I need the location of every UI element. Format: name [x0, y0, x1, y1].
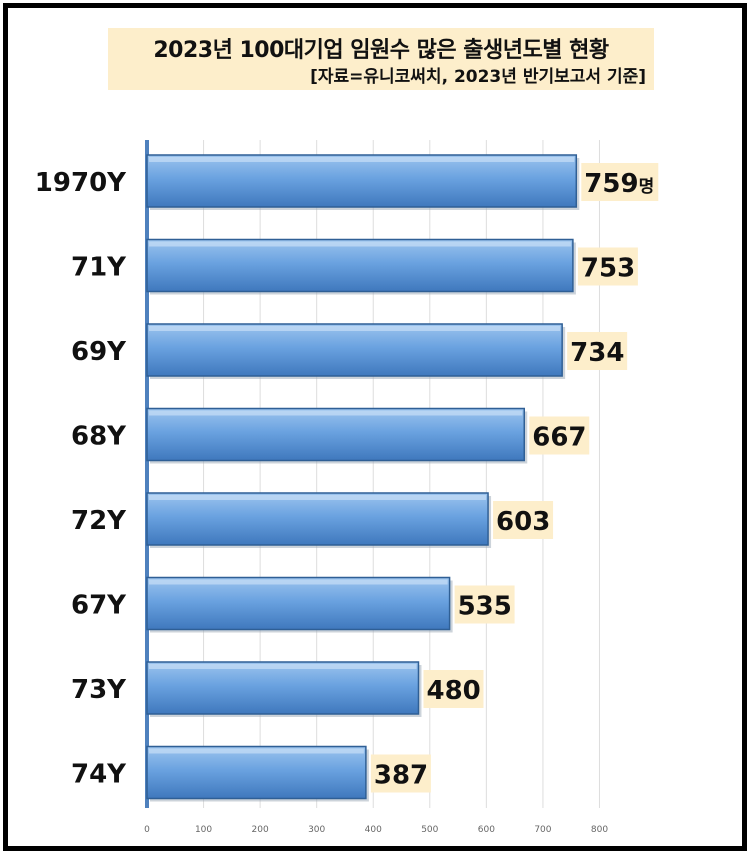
value-label-bg: [581, 163, 659, 201]
bar: [146, 323, 563, 377]
x-tick-label: 600: [478, 825, 495, 835]
chart-title: 2023년 100대기업 임원수 많은 출생년도별 현황: [153, 38, 609, 63]
category-label: 1970Y: [35, 168, 127, 198]
value-label-bg: [423, 670, 484, 708]
x-tick-label: 800: [591, 825, 608, 835]
value-label: 387: [374, 761, 428, 791]
bar: [146, 745, 367, 800]
bar-highlight: [149, 664, 417, 669]
bar-highlight: [149, 241, 571, 247]
bar: [146, 154, 578, 208]
bar-highlight: [149, 326, 561, 331]
x-tick-label: 400: [365, 825, 382, 835]
value-label: 667: [532, 423, 586, 453]
x-tick-label: 0: [144, 825, 150, 835]
bar-highlight: [149, 157, 575, 162]
category-label: 74Y: [71, 760, 127, 790]
category-label: 73Y: [71, 675, 127, 705]
value-label: 734: [570, 338, 624, 368]
bar-highlight: [149, 410, 523, 416]
category-label: 69Y: [71, 337, 127, 367]
bar: [146, 661, 420, 715]
bar-highlight: [149, 579, 448, 585]
x-tick-label: 200: [252, 825, 269, 835]
bar-highlight: [149, 748, 364, 754]
x-tick-label: 700: [534, 825, 551, 835]
bar: [146, 407, 526, 462]
value-unit: 명: [639, 177, 655, 197]
x-tick-label: 500: [421, 825, 438, 835]
category-label: 71Y: [71, 253, 127, 283]
category-label: 72Y: [71, 506, 127, 536]
value-label-bg: [370, 754, 431, 793]
chart-subtitle: [자료=유니코써치, 2023년 반기보고서 기준]: [310, 67, 646, 87]
chart-title-box: 2023년 100대기업 임원수 많은 출생년도별 현황 [자료=유니코써치, …: [108, 28, 654, 90]
value-label-bg: [493, 501, 554, 539]
value-label: 480: [426, 676, 480, 706]
bars: [146, 154, 580, 802]
value-label-bg: [577, 247, 638, 286]
value-label-bg: [454, 585, 515, 624]
value-label: 753: [581, 254, 635, 284]
value-label-bg: [567, 332, 628, 370]
bar-highlight: [149, 495, 487, 500]
x-tick-label: 300: [308, 825, 325, 835]
bar: [146, 238, 574, 293]
value-label: 535: [458, 592, 512, 622]
value-label-bg: [529, 416, 590, 455]
category-label: 67Y: [71, 591, 127, 621]
value-label: 603: [496, 507, 550, 537]
category-label: 68Y: [71, 422, 127, 452]
x-tick-label: 100: [195, 825, 212, 835]
bar: [146, 576, 451, 631]
bar: [146, 492, 489, 546]
